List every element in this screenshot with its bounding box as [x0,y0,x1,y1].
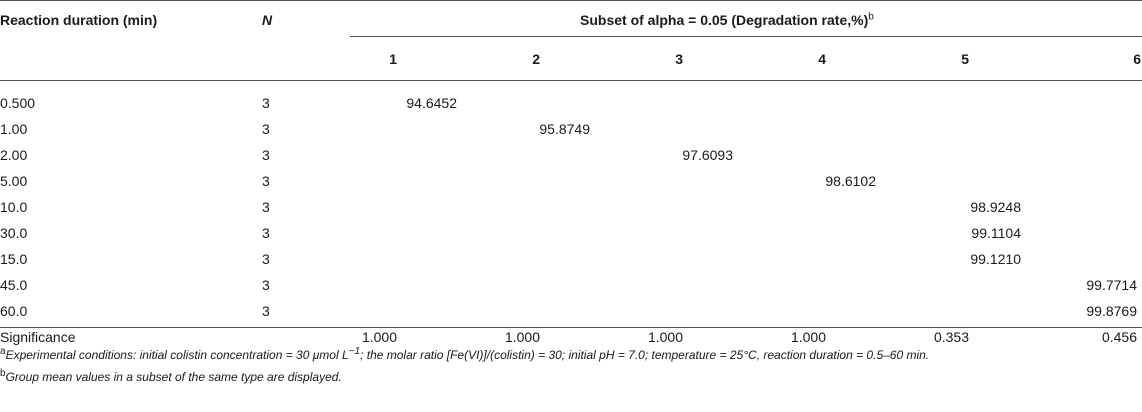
row-value-subset-1: 94.6452 [406,95,457,111]
row-duration: 15.0 [0,251,28,267]
significance-value-1: 1.000 [361,329,397,345]
row-value-subset-3: 97.6093 [682,147,733,163]
row-n: 3 [262,173,270,189]
subset-number-1: 1 [389,51,397,67]
row-n: 3 [262,277,270,293]
header-bottom-rule [0,80,1142,81]
header-reaction-duration: Reaction duration (min) [0,12,158,28]
subset-number-6: 6 [1133,51,1141,67]
row-duration: 30.0 [0,225,28,241]
row-value-subset-4: 98.6102 [825,173,876,189]
row-duration: 1.00 [0,121,28,137]
row-n: 3 [262,303,270,319]
subset-number-4: 4 [818,51,826,67]
footnote-a: aExperimental conditions: initial colist… [0,346,930,363]
row-n: 3 [262,251,270,267]
significance-value-6: 0.456 [1101,329,1137,345]
subset-rule [350,36,1142,37]
row-n: 3 [262,225,270,241]
row-value-subset-5: 99.1104 [971,225,1021,241]
footnote-a-text: Experimental conditions: initial colisti… [5,348,349,362]
row-value-subset-6: 99.7714 [1086,277,1137,293]
subset-number-3: 3 [675,51,683,67]
row-duration: 0.500 [0,95,36,111]
row-n: 3 [262,121,270,137]
footnote-a-mark: a [0,346,6,357]
row-value-subset-5: 98.9248 [970,199,1021,215]
header-subset: Subset of alpha = 0.05 (Degradation rate… [580,12,874,28]
significance-value-4: 1.000 [790,329,826,345]
footnote-a-rest: ; the molar ratio [Fe(VI)]/(colistin) = … [360,348,930,362]
header-n: N [262,12,273,28]
subset-number-2: 2 [532,51,540,67]
row-duration: 2.00 [0,147,28,163]
table-bottom-rule [0,327,1142,328]
footnote-b-text: Group mean values in a subset of the sam… [5,370,342,384]
significance-value-2: 1.000 [504,329,540,345]
subset-number-5: 5 [961,51,969,67]
row-duration: 60.0 [0,303,28,319]
row-n: 3 [262,199,270,215]
row-duration: 10.0 [0,199,28,215]
significance-value-5: 0.353 [933,329,969,345]
row-n: 3 [262,147,270,163]
significance-label: Significance [0,329,76,345]
table-top-rule [0,0,1142,1]
row-duration: 5.00 [0,173,28,189]
header-subset-text: Subset of alpha = 0.05 (Degradation rate… [580,12,869,28]
row-duration: 45.0 [0,277,28,293]
row-value-subset-6: 99.8769 [1086,303,1137,319]
significance-value-3: 1.000 [647,329,683,345]
footnote-b: bGroup mean values in a subset of the sa… [0,368,342,385]
footnote-a-exp: −1 [348,346,361,357]
row-n: 3 [262,95,270,111]
footnote-b-mark: b [0,368,6,379]
header-subset-sup: b [868,11,874,23]
row-value-subset-5: 99.1210 [970,251,1021,267]
row-value-subset-2: 95.8749 [539,121,590,137]
